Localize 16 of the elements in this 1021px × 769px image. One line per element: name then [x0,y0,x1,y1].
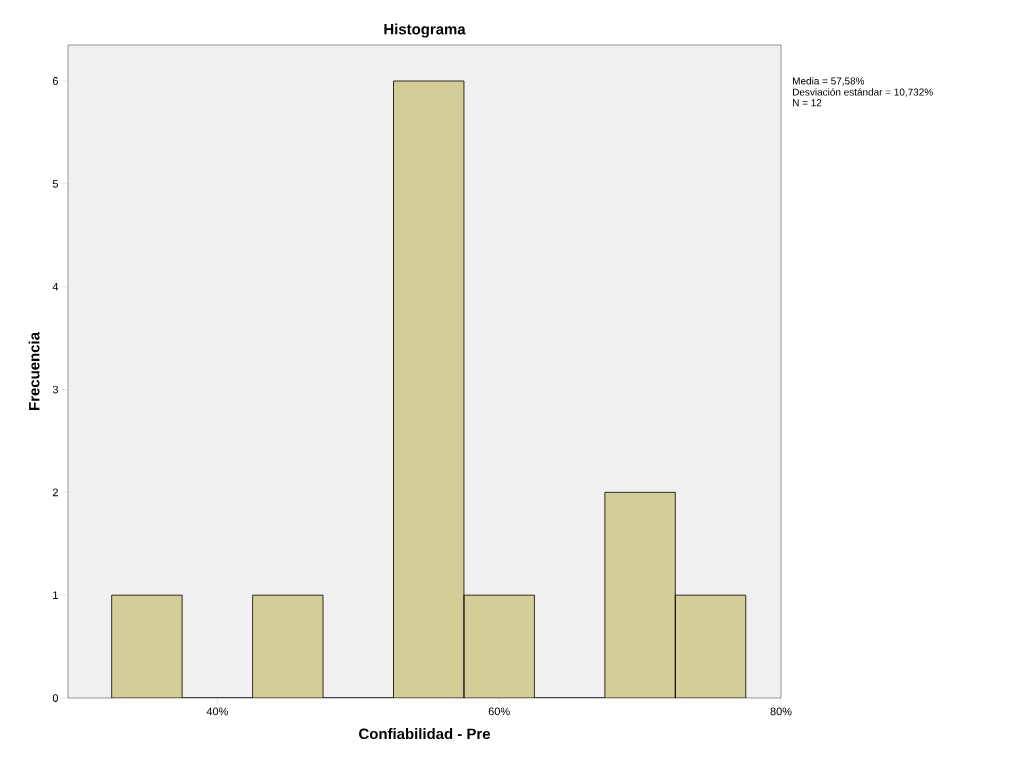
text: Media = 57,58% [793,77,865,86]
y-tick-label: 1 [53,591,58,599]
y-axis-title: Frecuencia [28,331,40,410]
y-tick-label: 6 [52,77,58,85]
text: N = 12 [793,99,822,107]
chart-title: Histograma [384,23,466,38]
y-tick-label: 3 [52,385,58,394]
x-axis-title: Confiabilidad - Pre [359,728,490,740]
x-tick-label: 80% [770,707,792,716]
y-tick-label: 5 [52,180,59,188]
y-tick-label: 2 [52,488,58,497]
text: Desviación estándar = 10,732% [793,88,933,97]
x-tick-label: 40% [206,707,228,716]
y-tick-label: 0 [52,694,59,702]
y-tick-label: 4 [52,282,59,291]
x-tick-label: 60% [488,707,510,716]
